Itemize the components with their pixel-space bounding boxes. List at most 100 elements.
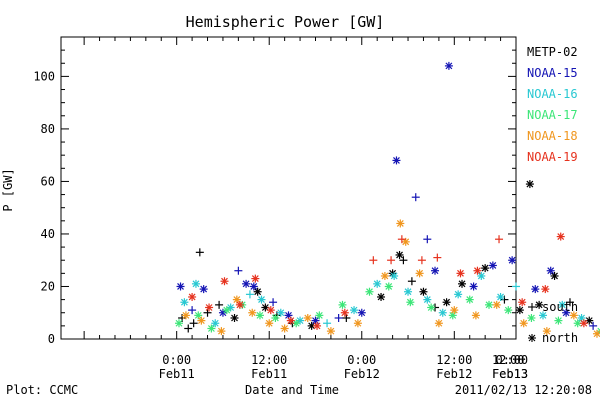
data-point-north xyxy=(384,282,393,291)
data-point-north xyxy=(217,327,226,336)
legend-north-label: north xyxy=(542,331,578,345)
data-point-north xyxy=(592,329,600,338)
x-tick-label-date: Feb12 xyxy=(436,367,472,381)
data-point-north xyxy=(508,256,517,265)
data-point-north xyxy=(442,298,451,307)
data-point-north xyxy=(353,319,362,328)
footer-timestamp: 2011/02/13 12:20:08 xyxy=(455,383,592,397)
data-point-south xyxy=(189,319,198,328)
data-point-north xyxy=(538,311,547,320)
data-point-north xyxy=(181,311,190,320)
data-point-south xyxy=(433,253,442,262)
data-point-north xyxy=(431,266,440,275)
data-point-north xyxy=(377,292,386,301)
data-point-north xyxy=(518,298,527,307)
data-point-north xyxy=(390,271,399,280)
data-point-south xyxy=(188,306,197,315)
data-point-north xyxy=(469,282,478,291)
data-point-north xyxy=(340,308,349,317)
data-point-north xyxy=(419,287,428,296)
data-point-north xyxy=(485,300,494,309)
data-point-north xyxy=(496,292,505,301)
legend-entry: NOAA-19 xyxy=(527,150,578,164)
legend-entry: NOAA-17 xyxy=(527,108,578,122)
x-tick-label-time: 0:00 xyxy=(162,353,191,367)
data-point-south xyxy=(269,298,278,307)
data-point-north xyxy=(454,290,463,299)
data-point-north xyxy=(218,308,227,317)
data-point-north xyxy=(235,300,244,309)
data-point-north xyxy=(211,319,220,328)
data-point-north xyxy=(504,306,513,315)
x-axis: 0:00Feb1112:00Feb110:00Feb1212:00Feb120:… xyxy=(83,37,528,381)
legend-entry: NOAA-18 xyxy=(527,129,578,143)
data-point-south xyxy=(342,313,351,322)
data-point-north xyxy=(271,313,280,322)
y-tick-label: 60 xyxy=(41,174,55,188)
data-point-north xyxy=(311,316,320,325)
y-tick-label: 0 xyxy=(48,332,55,346)
data-point-south xyxy=(495,235,504,244)
data-point-north xyxy=(396,219,405,228)
data-point-south xyxy=(234,266,243,275)
data-point-north xyxy=(492,300,501,309)
legend-entry: NOAA-16 xyxy=(527,87,578,101)
data-point-north xyxy=(253,287,262,296)
data-point-south xyxy=(387,256,396,265)
data-point-north xyxy=(205,303,214,312)
data-point-south xyxy=(407,277,416,286)
x-tick-label-time: 12:00 xyxy=(251,353,287,367)
x-tick-label-date: Feb13 xyxy=(492,367,528,381)
data-point-south xyxy=(417,256,426,265)
data-point-north xyxy=(280,324,289,333)
legend: METP-02 NOAA-15 NOAA-16 NOAA-17 NOAA-18 NOAA-… xyxy=(527,45,578,345)
data-point-north xyxy=(541,285,550,294)
data-point-north xyxy=(249,282,258,291)
data-point-north xyxy=(404,287,413,296)
data-point-north xyxy=(180,298,189,307)
data-point-north xyxy=(220,277,229,286)
data-point-north xyxy=(315,311,324,320)
data-point-north xyxy=(546,266,555,275)
y-tick-label: 80 xyxy=(41,122,55,136)
data-point-south xyxy=(195,248,204,257)
y-tick-label: 40 xyxy=(41,227,55,241)
data-point-north xyxy=(286,316,295,325)
data-point-south xyxy=(203,308,212,317)
data-point-south xyxy=(184,324,193,333)
x-tick-label-date: Feb13 xyxy=(492,367,528,381)
data-point-north xyxy=(415,269,424,278)
data-point-north xyxy=(458,279,467,288)
x-tick-label-time: 12:00 xyxy=(492,353,528,367)
data-point-north xyxy=(174,319,183,328)
plot-frame xyxy=(60,36,517,340)
data-point-north xyxy=(266,306,275,315)
data-point-north xyxy=(199,285,208,294)
data-point-south xyxy=(369,256,378,265)
data-point-north xyxy=(477,271,486,280)
legend-south-marker xyxy=(528,303,536,311)
data-point-north xyxy=(579,319,588,328)
data-point-north xyxy=(406,298,415,307)
data-point-north xyxy=(519,319,528,328)
x-tick-label-date: Feb12 xyxy=(344,367,380,381)
data-point-north xyxy=(380,271,389,280)
footer-plot-source: Plot: CCMC xyxy=(6,383,78,397)
x-tick-label-date: Feb11 xyxy=(159,367,195,381)
data-point-north xyxy=(176,282,185,291)
data-point-north xyxy=(197,316,206,325)
data-point-north xyxy=(401,237,410,246)
data-point-south xyxy=(323,319,332,328)
data-point-north xyxy=(373,279,382,288)
legend-entry: NOAA-15 xyxy=(527,66,578,80)
data-point-north xyxy=(248,308,257,317)
data-point-north xyxy=(525,180,534,189)
data-point-north xyxy=(242,279,251,288)
data-point-north xyxy=(303,313,312,322)
x-axis-label: Date and Time xyxy=(245,383,339,397)
data-point-north xyxy=(251,274,260,283)
data-point-north xyxy=(230,313,239,322)
data-point-north xyxy=(232,295,241,304)
x-tick-label-time: 0:00 xyxy=(496,353,525,367)
